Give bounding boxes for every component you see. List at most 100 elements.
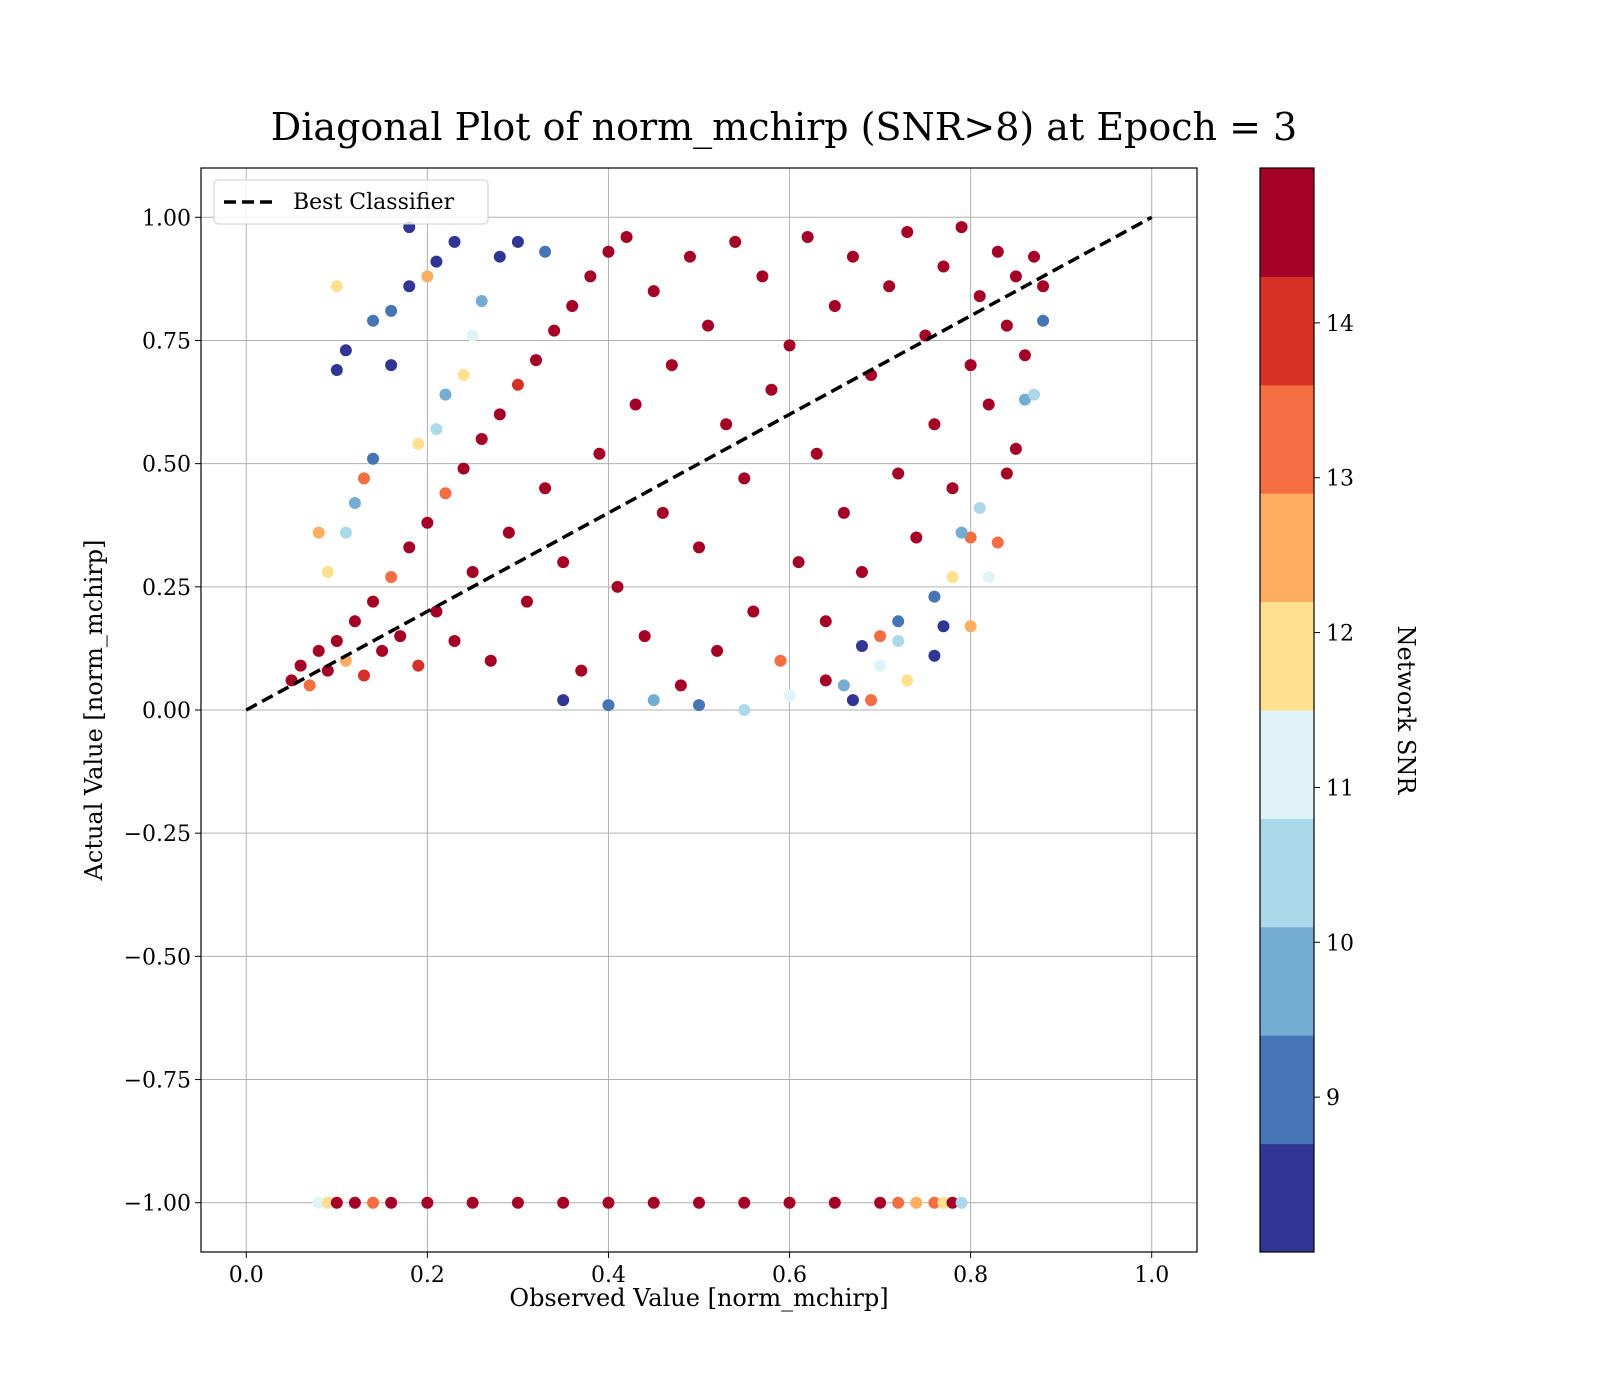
scatter-point <box>901 674 914 687</box>
x-axis-label: Observed Value [norm_mchirp] <box>509 1284 888 1312</box>
scatter-point <box>1009 442 1022 455</box>
x-tick-label: 0.2 <box>410 1263 445 1288</box>
scatter-point <box>548 324 561 337</box>
scatter-point <box>665 359 678 372</box>
scatter-point <box>783 689 796 702</box>
scatter-point <box>557 556 570 569</box>
scatter-point <box>1028 388 1041 401</box>
scatter-point <box>511 1196 524 1209</box>
scatter-point <box>602 1196 615 1209</box>
scatter-point <box>502 526 515 539</box>
colorbar-segment <box>1260 710 1314 819</box>
scatter-point <box>466 329 479 342</box>
scatter-point <box>647 285 660 298</box>
scatter-point <box>457 368 470 381</box>
scatter-point <box>312 526 325 539</box>
scatter-point <box>693 1196 705 1209</box>
scatter-point <box>738 1196 751 1209</box>
legend-box <box>213 179 489 225</box>
scatter-point <box>874 1196 887 1209</box>
scatter-point <box>511 235 524 248</box>
scatter-point <box>801 230 814 243</box>
scatter-point <box>991 536 1004 549</box>
scatter-point <box>620 230 633 243</box>
scatter-point <box>865 694 878 707</box>
scatter-point <box>330 1196 343 1209</box>
scatter-point <box>403 280 416 293</box>
grid <box>201 168 1197 1252</box>
scatter-point <box>475 295 488 308</box>
colorbar-segment <box>1260 168 1314 277</box>
colorbar-segment <box>1260 818 1314 928</box>
best-classifier-line <box>245 215 1153 712</box>
scatter-point <box>430 255 443 268</box>
y-tick-label: 0.75 <box>142 329 191 354</box>
scatter-point <box>656 506 669 519</box>
scatter-point <box>303 679 316 692</box>
scatter-point <box>837 506 850 519</box>
scatter-point <box>647 1196 660 1209</box>
scatter-point <box>846 694 859 707</box>
x-tick-label: 0.0 <box>229 1263 264 1288</box>
scatter-point <box>421 516 434 529</box>
colorbar-segment <box>1260 384 1314 494</box>
colorbar-ticks: 9 10 11 12 13 14 <box>1314 312 1354 1111</box>
scatter-point <box>883 280 896 293</box>
scatter-point <box>348 1196 361 1209</box>
scatter-point <box>910 531 923 544</box>
colorbar-tick-label: 13 <box>1326 467 1354 492</box>
scatter-point <box>357 472 370 485</box>
colorbar-label: Network SNR <box>1392 626 1420 796</box>
scatter-point <box>539 245 552 258</box>
scatter-point <box>629 398 642 411</box>
scatter-point <box>385 304 398 317</box>
scatter-point <box>892 467 905 480</box>
scatter-point <box>367 595 380 608</box>
scatter-point <box>955 526 968 539</box>
scatter-point <box>946 570 959 583</box>
scatter-point <box>312 644 325 657</box>
scatter-point <box>367 452 380 465</box>
plot-area: 0.0 0.2 0.4 0.6 0.8 1.0 1.00 0.75 0.50 0.25 0.00 −… <box>124 167 1198 1288</box>
scatter-point <box>557 1196 570 1209</box>
colorbar-segment <box>1260 926 1314 1036</box>
scatter-point <box>937 1196 950 1209</box>
scatter-point <box>321 664 334 677</box>
scatter-point <box>928 649 941 662</box>
scatter-point <box>828 1196 841 1209</box>
scatter-point <box>693 699 705 712</box>
scatter-point <box>783 339 796 352</box>
scatter-point <box>448 235 461 248</box>
colorbar-tick-label: 11 <box>1326 776 1354 801</box>
scatter-point <box>1018 349 1031 362</box>
scatter-point <box>955 221 968 234</box>
scatter-point <box>602 245 615 258</box>
scatter-point <box>738 472 751 485</box>
scatter-point <box>457 462 470 475</box>
scatter-point <box>466 566 479 579</box>
scatter-point <box>837 679 850 692</box>
scatter-point <box>711 644 724 657</box>
scatter-point <box>376 644 389 657</box>
x-tick-label: 0.6 <box>772 1263 807 1288</box>
scatter-point <box>702 319 715 332</box>
scatter-point <box>394 630 407 643</box>
legend-label-best-classifier: Best Classifier <box>293 190 455 215</box>
scatter-point <box>348 615 361 628</box>
scatter-point <box>937 260 950 273</box>
scatter-point <box>403 541 416 554</box>
scatter-point <box>982 398 995 411</box>
chart-title: Diagonal Plot of norm_mchirp (SNR>8) at … <box>271 105 1297 150</box>
scatter-point <box>339 344 352 357</box>
scatter-point <box>892 615 905 628</box>
scatter-point <box>1028 250 1041 263</box>
colorbar-frame <box>1259 167 1315 1253</box>
scatter-point <box>412 437 425 450</box>
scatter-point <box>955 1196 968 1209</box>
scatter-point <box>439 388 452 401</box>
scatter-point <box>566 299 579 312</box>
scatter-point <box>493 250 506 263</box>
scatter-point <box>367 314 380 327</box>
scatter-point <box>792 556 805 569</box>
